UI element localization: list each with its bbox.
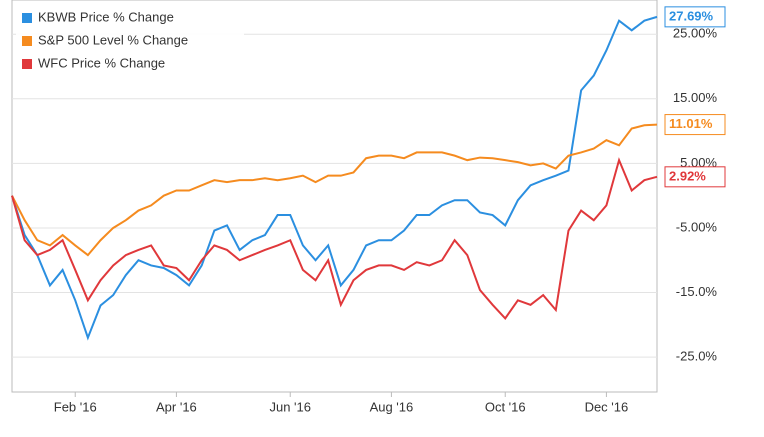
value-label: 2.92% (669, 168, 706, 183)
legend-swatch (22, 36, 32, 46)
line (11, 123, 658, 257)
legend-swatch (22, 59, 32, 69)
legend-label: WFC Price % Change (38, 55, 165, 70)
x-tick-label: Oct '16 (485, 399, 526, 414)
y-tick-label: -15.0% (676, 284, 718, 299)
x-tick-label: Jun '16 (269, 399, 311, 414)
legend-label: S&P 500 Level % Change (38, 32, 188, 47)
x-tick-label: Aug '16 (370, 399, 414, 414)
value-label-box (664, 114, 726, 136)
y-tick-label: 15.00% (673, 90, 718, 105)
legend-label: KBWB Price % Change (38, 9, 174, 24)
value-label: 11.01% (669, 116, 713, 131)
x-tick-label: Dec '16 (585, 399, 629, 414)
line (11, 157, 658, 320)
x-tick-label: Feb '16 (54, 399, 97, 414)
legend-swatch (22, 13, 32, 23)
y-tick-label: -5.00% (676, 219, 718, 234)
x-tick-label: Apr '16 (156, 399, 197, 414)
legend-box (16, 4, 244, 76)
value-label: 27.69% (669, 8, 714, 23)
line (11, 15, 658, 341)
value-label-box (664, 166, 726, 188)
value-label-box (664, 6, 726, 28)
y-tick-label: 25.00% (673, 26, 718, 41)
y-tick-label: -25.0% (676, 349, 718, 364)
y-tick-label: 5.00% (680, 155, 717, 170)
